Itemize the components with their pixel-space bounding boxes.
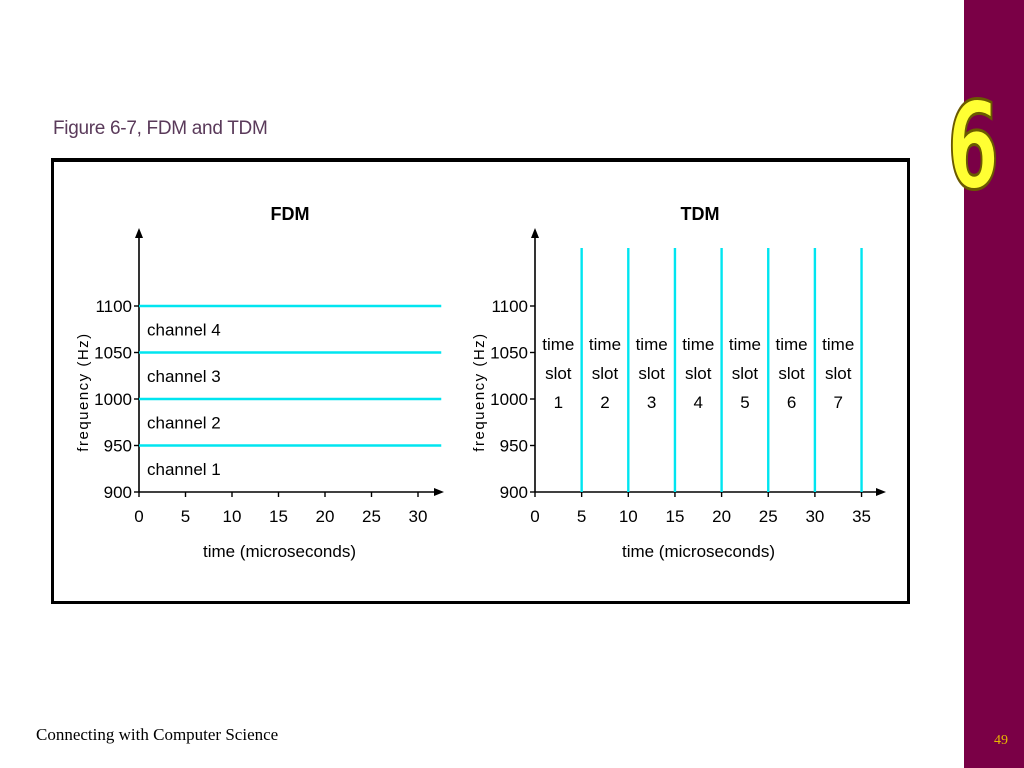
fdm-x-tick-label: 10 [223,507,242,526]
fdm-y-tick-label: 1050 [94,344,132,363]
tdm-x-tick-label: 30 [805,507,824,526]
tdm-x-tick-label: 0 [530,507,539,526]
fdm-x-axis-arrow [434,488,444,496]
tdm-chart-title: TDM [681,204,720,224]
tdm-slot-label: 3 [647,393,656,412]
side-band [964,0,1024,768]
tdm-y-tick-label: 1000 [490,390,528,409]
tdm-slot-label: time [682,335,714,354]
tdm-slot-label: slot [732,364,759,383]
tdm-slot-label: time [729,335,761,354]
fdm-x-axis-label: time (microseconds) [203,542,356,561]
tdm-y-tick-label: 950 [500,437,528,456]
tdm-slot-label: 4 [694,393,703,412]
fdm-x-tick-label: 15 [269,507,288,526]
tdm-x-tick-label: 35 [852,507,871,526]
tdm-slot-label: slot [685,364,712,383]
fdm-y-tick-label: 950 [104,437,132,456]
tdm-y-tick-label: 900 [500,483,528,502]
fdm-channel-label: channel 4 [147,320,221,339]
footer-text: Connecting with Computer Science [36,725,279,744]
tdm-slot-label: time [776,335,808,354]
fdm-x-tick-label: 20 [316,507,335,526]
figure-frame [51,158,910,604]
fdm-x-tick-label: 25 [362,507,381,526]
tdm-x-tick-label: 25 [759,507,778,526]
fdm-y-tick-label: 1100 [95,297,132,316]
tdm-x-axis-arrow [876,488,886,496]
tdm-x-tick-label: 10 [619,507,638,526]
tdm-y-axis-arrow [531,228,539,238]
tdm-x-tick-label: 20 [712,507,731,526]
tdm-slot-label: 5 [740,393,749,412]
fdm-x-tick-label: 30 [409,507,428,526]
tdm-y-tick-label: 1100 [491,297,528,316]
fdm-chart-title: FDM [271,204,310,224]
tdm-slot-label: time [822,335,854,354]
tdm-slot-label: time [542,335,574,354]
tdm-slot-label: slot [592,364,619,383]
figure-title: Figure 6-7, FDM and TDM [53,118,268,139]
tdm-slot-label: slot [778,364,805,383]
tdm-slot-label: 2 [600,393,609,412]
tdm-slot-label: slot [638,364,665,383]
fdm-channel-label: channel 3 [147,367,221,386]
page-number: 49 [994,733,1008,748]
tdm-x-axis-label: time (microseconds) [622,542,775,561]
tdm-slot-label: slot [545,364,572,383]
fdm-y-axis-arrow [135,228,143,238]
tdm-slot-label: 6 [787,393,796,412]
tdm-x-tick-label: 15 [665,507,684,526]
tdm-x-tick-label: 5 [577,507,586,526]
tdm-slot-label: slot [825,364,852,383]
fdm-channel-label: channel 1 [147,460,221,479]
fdm-y-axis-label: frequency (Hz) [75,332,92,451]
tdm-slot-label: time [589,335,621,354]
tdm-y-axis-label: frequency (Hz) [471,332,488,451]
tdm-slot-label: 7 [833,393,842,412]
tdm-y-tick-label: 1050 [490,344,528,363]
fdm-x-tick-label: 5 [181,507,190,526]
tdm-slot-label: time [636,335,668,354]
fdm-channel-label: channel 2 [147,413,221,432]
tdm-slot-label: 1 [554,393,563,412]
fdm-y-tick-label: 900 [104,483,132,502]
fdm-x-tick-label: 0 [134,507,143,526]
fdm-y-tick-label: 1000 [94,390,132,409]
